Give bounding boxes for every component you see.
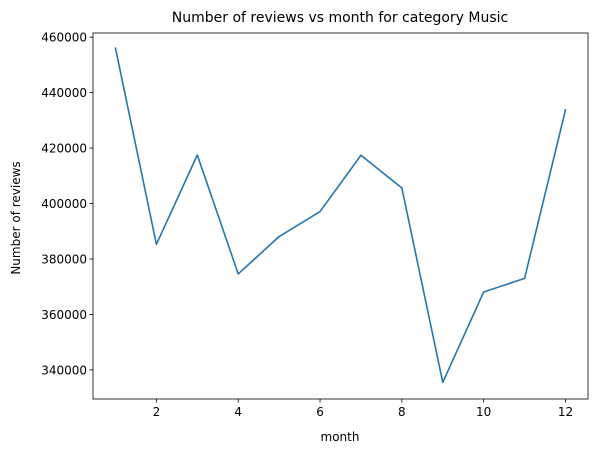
data-point: [441, 380, 445, 384]
x-tick-label: 6: [316, 405, 324, 419]
y-tick-label: 440000: [41, 86, 87, 100]
y-tick-label: 420000: [41, 142, 87, 156]
data-point: [564, 108, 568, 112]
data-point: [523, 276, 527, 280]
x-tick-label: 8: [398, 405, 406, 419]
data-point: [482, 290, 486, 294]
x-tick-label: 12: [558, 405, 573, 419]
chart-title: Number of reviews vs month for category …: [172, 10, 508, 26]
data-point: [114, 46, 118, 50]
x-axis-ticks: 2 4 6 8 10 12: [153, 399, 573, 419]
data-point: [236, 272, 240, 276]
series-line-music: [114, 47, 567, 384]
data-point: [400, 186, 404, 190]
x-axis-label: month: [321, 430, 360, 444]
y-tick-label: 340000: [41, 363, 87, 377]
y-axis-ticks: 340000 360000 380000 400000 420000 440000 4600…: [41, 31, 93, 377]
data-point: [318, 210, 322, 214]
y-tick-label: 380000: [41, 252, 87, 266]
y-tick-label: 400000: [41, 197, 87, 211]
series-group: [114, 46, 568, 384]
y-tick-label: 360000: [41, 308, 87, 322]
y-axis-label: Number of reviews: [9, 161, 23, 274]
plot-area-frame: [92, 32, 589, 400]
x-tick-label: 10: [476, 405, 491, 419]
data-point: [195, 153, 199, 157]
x-tick-label: 2: [153, 405, 161, 419]
y-tick-label: 460000: [41, 31, 87, 45]
x-tick-label: 4: [234, 405, 242, 419]
data-point: [277, 235, 281, 239]
data-point: [154, 242, 158, 246]
data-point: [359, 153, 363, 157]
